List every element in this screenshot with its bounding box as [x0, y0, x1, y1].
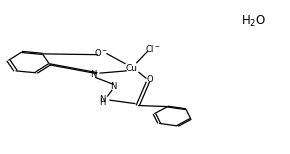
Text: H: H — [99, 98, 106, 107]
Text: Cu: Cu — [126, 64, 138, 73]
Text: O$^-$: O$^-$ — [94, 47, 108, 58]
Text: N: N — [90, 70, 97, 79]
Text: H$_2$O: H$_2$O — [241, 14, 266, 29]
Text: Cl$^-$: Cl$^-$ — [145, 43, 161, 54]
Text: O: O — [147, 75, 153, 84]
Text: N: N — [99, 95, 106, 104]
Text: N: N — [110, 82, 117, 91]
